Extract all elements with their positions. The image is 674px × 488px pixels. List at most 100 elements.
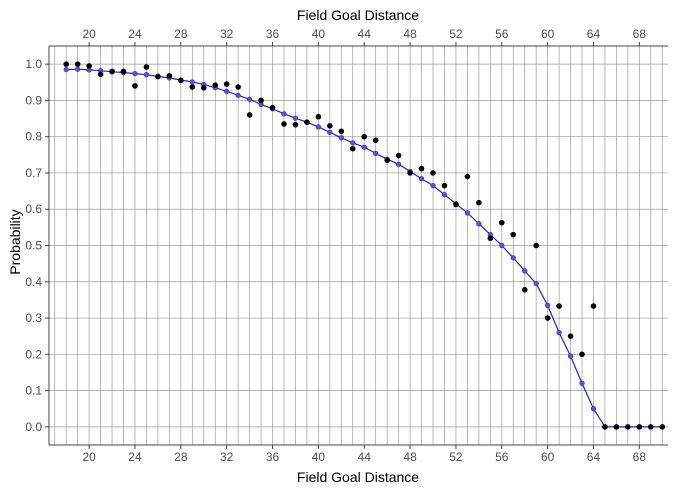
- observed-point: [178, 77, 184, 84]
- x-tick-label: 32: [220, 450, 234, 464]
- observed-point: [453, 201, 459, 208]
- observed-point: [212, 82, 219, 88]
- observed-point: [97, 71, 104, 78]
- fitted-point: [143, 72, 150, 78]
- y-tick-label: 0.5: [25, 239, 42, 253]
- observed-point: [384, 157, 390, 164]
- x-tick-label: 48: [403, 450, 417, 464]
- observed-point: [246, 112, 253, 118]
- top-x-tick-label: 60: [541, 27, 555, 41]
- fitted-point: [556, 329, 562, 336]
- fitted-point: [430, 183, 436, 189]
- observed-point: [521, 286, 528, 293]
- observed-point: [304, 119, 310, 125]
- fitted-point: [418, 176, 425, 182]
- observed-point: [200, 84, 207, 91]
- observed-point: [556, 303, 562, 309]
- observed-point: [189, 84, 196, 90]
- observed-point: [269, 104, 276, 111]
- x-tick-label: 44: [358, 450, 372, 464]
- top-x-tick-label: 68: [633, 27, 647, 41]
- top-x-tick-label: 56: [495, 27, 509, 41]
- x-tick-label: 36: [266, 450, 280, 464]
- fitted-point: [75, 66, 81, 72]
- x-tick-label: 28: [174, 450, 188, 464]
- fitted-point: [292, 115, 299, 121]
- observed-point: [74, 61, 81, 67]
- top-x-tick-label: 52: [449, 27, 463, 41]
- fitted-point: [189, 79, 195, 85]
- y-tick-label: 0.8: [25, 130, 42, 144]
- y-tick-label: 0.7: [25, 166, 42, 180]
- observed-point: [613, 424, 620, 430]
- observed-point: [315, 113, 322, 120]
- top-x-tick-label: 48: [403, 27, 417, 41]
- fitted-point: [396, 161, 402, 167]
- observed-point: [636, 424, 643, 430]
- top-x-tick-label: 40: [312, 27, 326, 41]
- observed-point: [648, 424, 654, 430]
- x-tick-label: 20: [82, 450, 96, 464]
- observed-point: [407, 170, 413, 176]
- observed-point: [498, 219, 505, 226]
- fitted-point: [441, 192, 448, 198]
- grid: [49, 46, 668, 445]
- x-tick-label: 52: [449, 450, 463, 464]
- observed-point: [590, 303, 597, 309]
- observed-point: [235, 84, 241, 90]
- y-tick-label: 0.1: [25, 384, 42, 398]
- observed-point: [223, 81, 230, 87]
- top-x-tick-label: 44: [358, 27, 372, 41]
- x-tick-label: 56: [495, 450, 509, 464]
- observed-point: [120, 68, 127, 75]
- observed-point: [63, 61, 69, 67]
- fitted-point: [338, 135, 344, 141]
- observed-point: [155, 73, 161, 80]
- observed-point: [533, 242, 539, 249]
- x-tick-label: 60: [541, 450, 555, 464]
- fitted-point: [350, 140, 356, 146]
- y-tick-label: 0.4: [25, 275, 42, 289]
- y-axis-title: Probability: [7, 209, 23, 274]
- observed-point: [327, 123, 333, 129]
- top-x-tick-label: 36: [266, 27, 280, 41]
- top-x-tick-label: 28: [174, 27, 188, 41]
- fitted-point: [224, 88, 230, 94]
- observed-point: [361, 133, 368, 140]
- observed-point: [544, 315, 551, 321]
- observed-point: [349, 145, 356, 152]
- observed-point: [464, 173, 471, 180]
- observed-point: [430, 170, 436, 176]
- observed-point: [109, 68, 115, 75]
- x-tick-label: 40: [312, 450, 326, 464]
- observed-point: [625, 424, 631, 430]
- fitted-point: [545, 302, 551, 308]
- fitted-point: [510, 255, 516, 261]
- x-axis-title: Field Goal Distance: [297, 469, 419, 485]
- y-tick-label: 0.0: [25, 420, 42, 434]
- observed-point: [338, 128, 345, 135]
- observed-point: [86, 63, 92, 69]
- fitted-point: [132, 70, 138, 77]
- observed-points-series: [63, 61, 666, 430]
- fitted-point: [579, 380, 585, 386]
- observed-point: [602, 424, 608, 430]
- observed-point: [567, 333, 574, 339]
- fitted-point: [590, 406, 597, 412]
- fitted-point: [522, 268, 528, 274]
- fitted-point: [281, 111, 287, 117]
- fitted-point: [499, 242, 505, 249]
- axes: 20 20 24 24 28 28 32 32 36 36 40 40 44 44 48 48 52 52 56 56…: [25, 27, 668, 464]
- y-tick-label: 1.0: [25, 57, 42, 71]
- observed-point: [487, 235, 494, 242]
- observed-point: [510, 231, 517, 238]
- top-x-tick-label: 24: [128, 27, 142, 41]
- observed-point: [292, 121, 299, 128]
- fitted-point: [315, 124, 321, 130]
- fitted-point: [63, 66, 69, 73]
- x-tick-label: 68: [633, 450, 647, 464]
- observed-point: [372, 137, 379, 144]
- top-x-tick-label: 32: [220, 27, 234, 41]
- x-tick-label: 64: [587, 450, 601, 464]
